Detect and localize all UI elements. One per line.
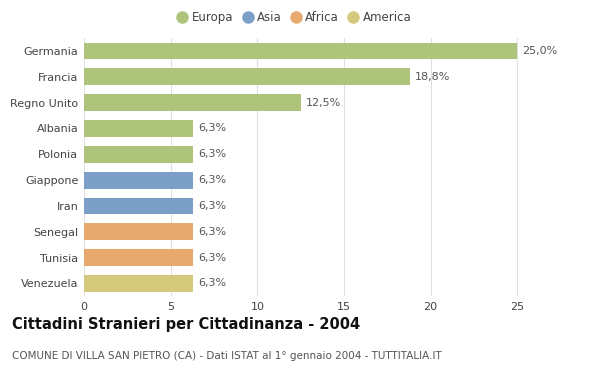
Bar: [84, 68, 410, 85]
Bar: [84, 94, 301, 111]
Bar: [84, 249, 193, 266]
Text: 6,3%: 6,3%: [199, 175, 227, 185]
Bar: [84, 120, 193, 137]
Bar: [84, 43, 517, 59]
Bar: [84, 146, 193, 163]
Text: 6,3%: 6,3%: [199, 149, 227, 159]
Text: 6,3%: 6,3%: [199, 124, 227, 133]
Text: COMUNE DI VILLA SAN PIETRO (CA) - Dati ISTAT al 1° gennaio 2004 - TUTTITALIA.IT: COMUNE DI VILLA SAN PIETRO (CA) - Dati I…: [12, 351, 442, 361]
Text: Cittadini Stranieri per Cittadinanza - 2004: Cittadini Stranieri per Cittadinanza - 2…: [12, 317, 360, 332]
Text: 6,3%: 6,3%: [199, 227, 227, 237]
Text: 25,0%: 25,0%: [523, 46, 558, 56]
Text: 12,5%: 12,5%: [306, 98, 341, 108]
Bar: [84, 223, 193, 240]
Bar: [84, 198, 193, 214]
Text: 6,3%: 6,3%: [199, 201, 227, 211]
Text: 6,3%: 6,3%: [199, 279, 227, 288]
Text: 18,8%: 18,8%: [415, 72, 451, 82]
Bar: [84, 275, 193, 292]
Text: 6,3%: 6,3%: [199, 253, 227, 263]
Bar: [84, 172, 193, 188]
Legend: Europa, Asia, Africa, America: Europa, Asia, Africa, America: [174, 8, 415, 28]
